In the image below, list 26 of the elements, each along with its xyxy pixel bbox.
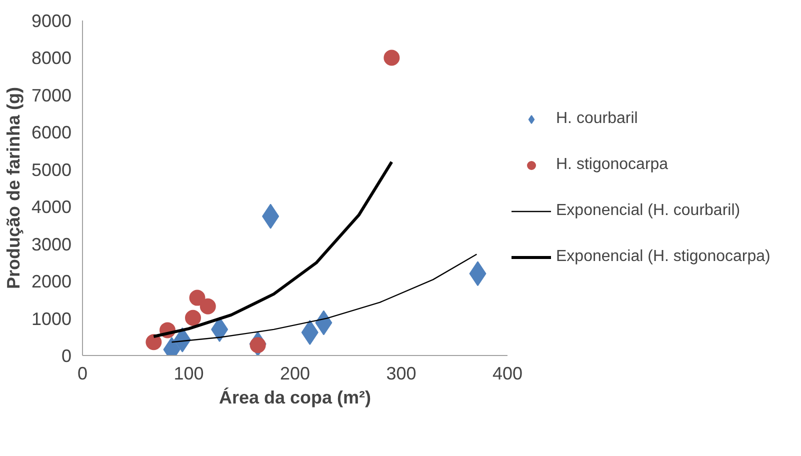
y-tick-label: 4000 bbox=[31, 197, 72, 218]
legend-label: Exponencial (H. stigonocarpa) bbox=[556, 248, 770, 266]
y-tick-label: 9000 bbox=[31, 11, 72, 31]
point bbox=[200, 298, 216, 314]
point bbox=[185, 310, 201, 326]
y-tick-label: 5000 bbox=[31, 160, 72, 180]
x-axis-title: Área da copa (m²) bbox=[218, 388, 372, 408]
point bbox=[146, 334, 162, 350]
y-tick-label: 7000 bbox=[31, 85, 72, 106]
legend-label: H. stigonocarpa bbox=[556, 156, 668, 174]
point bbox=[384, 50, 400, 66]
y-tick-label: 6000 bbox=[31, 122, 72, 143]
point bbox=[189, 290, 206, 306]
x-tick-label: 400 bbox=[492, 364, 523, 384]
y-tick-label: 1000 bbox=[31, 308, 72, 329]
x-tick-label: 0 bbox=[77, 364, 88, 384]
y-tick-label: 8000 bbox=[31, 48, 72, 68]
y-tick-label: 3000 bbox=[31, 234, 72, 254]
x-tick-label: 300 bbox=[386, 364, 416, 384]
legend-label: Exponencial (H. courbaril) bbox=[556, 202, 740, 220]
y-axis-title: Produção de farinha (g) bbox=[3, 86, 24, 290]
y-tick-label: 0 bbox=[61, 346, 72, 366]
y-tick-label: 2000 bbox=[31, 272, 72, 292]
legend-label: H. courbaril bbox=[556, 110, 638, 128]
x-tick-label: 100 bbox=[174, 364, 204, 384]
x-tick-label: 200 bbox=[280, 364, 310, 384]
